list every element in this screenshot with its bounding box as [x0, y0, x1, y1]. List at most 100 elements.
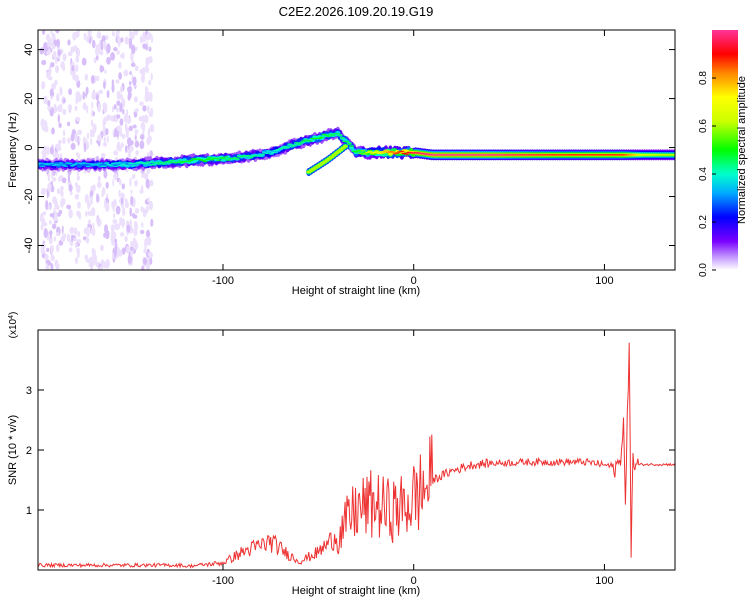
y-tick-label: 40: [23, 43, 35, 55]
noise-speck: [118, 189, 121, 198]
ridge-cell: [282, 145, 288, 147]
snr-multiplier-exp: 4: [8, 315, 15, 319]
noise-speck: [141, 208, 146, 213]
noise-speck: [112, 178, 115, 187]
noise-speck: [102, 102, 108, 110]
noise-speck: [50, 254, 55, 262]
noise-speck: [42, 211, 47, 216]
noise-speck: [75, 55, 80, 63]
y-tick-label: -40: [23, 238, 35, 254]
noise-speck: [150, 72, 153, 81]
noise-speck: [103, 136, 107, 143]
noise-speck: [102, 118, 106, 129]
ridge-cell: [161, 163, 167, 165]
y-tick-label: 2: [26, 445, 32, 457]
noise-speck: [100, 244, 104, 252]
noise-speck: [147, 104, 150, 114]
noise-speck: [40, 244, 44, 254]
ridge-cell: [316, 137, 323, 139]
noise-speck: [81, 57, 87, 66]
ridge-cell: [271, 151, 277, 154]
ridge-cell: [248, 157, 254, 159]
noise-speck: [46, 47, 49, 52]
x-tick-label: 100: [595, 275, 613, 287]
noise-speck: [49, 88, 54, 97]
noise-speck: [139, 134, 145, 140]
noise-speck: [118, 61, 122, 69]
noise-speck: [116, 125, 121, 132]
ridge-cell: [168, 161, 174, 164]
noise-speck: [135, 150, 139, 156]
noise-speck: [83, 32, 87, 41]
noise-speck: [76, 184, 81, 193]
ridge-cell: [67, 162, 73, 164]
noise-speck: [40, 224, 44, 231]
y-tick-label: 0: [23, 144, 35, 150]
noise-speck: [142, 105, 147, 112]
noise-speck: [40, 118, 45, 128]
noise-speck: [119, 118, 124, 126]
ridge-cell: [394, 152, 400, 154]
spectrogram-ridge: [38, 126, 675, 172]
noise-speck: [69, 190, 73, 196]
ridge-cell: [330, 134, 336, 136]
ridge-cell: [38, 163, 41, 165]
noise-speck: [47, 172, 51, 182]
noise-speck: [90, 75, 95, 84]
spectrogram-branch: [306, 142, 348, 176]
noise-speck: [113, 212, 116, 219]
noise-speck: [133, 96, 138, 103]
ridge-cell: [298, 142, 304, 144]
noise-speck: [85, 226, 89, 234]
noise-speck: [90, 228, 94, 234]
noise-speck: [139, 68, 144, 75]
noise-speck: [73, 227, 78, 236]
noise-speck: [149, 111, 153, 118]
spectrogram-ylabel: Frequency (Hz): [7, 112, 19, 188]
noise-speck: [70, 133, 75, 142]
spectrogram-panel: -100 0 100 -40 -20 0 20 40 Height of straight l…: [7, 29, 676, 297]
noise-speck: [126, 224, 131, 233]
noise-speck: [141, 172, 144, 178]
branch-cell: [342, 145, 348, 148]
noise-speck: [130, 195, 134, 206]
ridge-cell: [287, 143, 293, 145]
ridge-cell: [204, 158, 210, 160]
noise-speck: [62, 108, 67, 116]
noise-speck: [150, 150, 153, 157]
ridge-cell: [97, 162, 103, 164]
ridge-cell: [337, 134, 343, 136]
noise-speck: [112, 219, 118, 224]
noise-speck: [74, 257, 78, 264]
noise-speck: [55, 106, 59, 111]
noise-speck: [134, 65, 139, 72]
noise-speck: [76, 247, 80, 254]
noise-speck: [67, 121, 71, 127]
noise-speck: [86, 132, 90, 140]
noise-speck: [146, 236, 152, 246]
colorbar-ticks: 0.0 0.2 0.4 0.6 0.8: [698, 71, 716, 277]
ridge-cell: [403, 153, 410, 155]
noise-speck: [129, 30, 132, 38]
ridge-cell: [49, 162, 55, 165]
noise-speck: [131, 44, 136, 55]
ridge-cell: [264, 152, 270, 154]
noise-speck: [150, 218, 154, 227]
noise-speck: [121, 247, 126, 255]
noise-speck: [77, 129, 82, 135]
noise-speck: [91, 101, 94, 110]
ridge-cell: [374, 151, 380, 153]
snr-ticks: -100 0 100 1 2 3: [26, 330, 675, 587]
ridge-cell: [225, 159, 231, 161]
noise-speck: [106, 135, 109, 143]
noise-speck: [130, 246, 134, 251]
noise-speck: [111, 31, 115, 37]
noise-speck: [78, 212, 82, 220]
noise-speck: [116, 143, 120, 151]
noise-speck: [49, 146, 54, 155]
x-tick-label: 0: [411, 575, 417, 587]
noise-speck: [106, 90, 110, 98]
noise-speck: [58, 141, 61, 149]
noise-speck: [134, 208, 140, 214]
x-tick-label: -100: [212, 575, 234, 587]
